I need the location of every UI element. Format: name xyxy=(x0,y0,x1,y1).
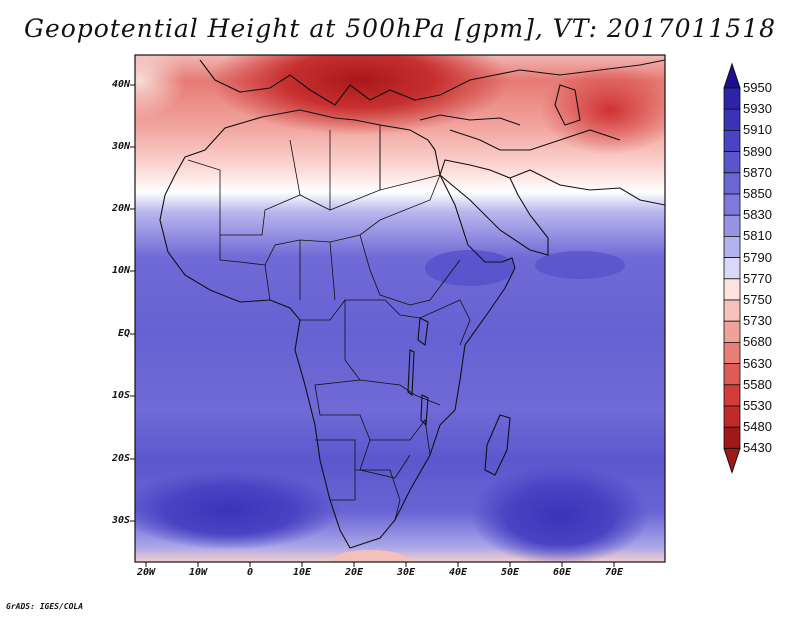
colorbar-box xyxy=(723,172,741,195)
lon-label-70e: 70E xyxy=(604,567,624,578)
lat-label-10n: 10N xyxy=(111,265,130,276)
lat-label-20s: 20S xyxy=(111,453,130,464)
lon-label-60e: 60E xyxy=(552,567,572,578)
colorbar-box xyxy=(723,235,741,258)
lat-label-30s: 30S xyxy=(111,515,130,526)
colorbar-label: 5810 xyxy=(743,228,772,244)
colorbar-label: 5790 xyxy=(743,249,772,265)
grads-credit: GrADS: IGES/COLA xyxy=(6,602,84,611)
lon-label-0: 0 xyxy=(246,567,254,578)
colorbar-label: 5770 xyxy=(743,270,772,286)
colorbar-box xyxy=(723,108,741,131)
lat-label-eq: EQ xyxy=(117,328,130,339)
colorbar-label: 5850 xyxy=(743,186,772,201)
colorbar-box xyxy=(723,129,741,152)
colorbar-label: 5680 xyxy=(743,334,772,350)
colorbar-box xyxy=(723,405,741,428)
colorbar-box xyxy=(723,320,741,343)
lon-label-30e: 30E xyxy=(396,567,416,578)
colorbar-top-arrow xyxy=(723,62,741,89)
lon-label-20e: 20E xyxy=(344,567,364,578)
colorbar-label: 5950 xyxy=(743,80,772,95)
lon-label-50e: 50E xyxy=(500,567,520,578)
lat-label-40n: 40N xyxy=(111,79,130,90)
lon-label-10e: 10E xyxy=(292,567,312,578)
colorbar-label: 5480 xyxy=(743,419,772,435)
colorbar-label: 5530 xyxy=(743,398,772,413)
colorbar-box xyxy=(723,363,741,386)
colorbar-box xyxy=(723,193,741,216)
colorbar-label: 5930 xyxy=(743,101,772,117)
lat-label-20n: 20N xyxy=(111,203,130,214)
colorbar-box xyxy=(723,278,741,301)
lon-label-40e: 40E xyxy=(448,567,468,578)
borders xyxy=(187,125,471,521)
lon-label-10w: 10W xyxy=(188,567,208,578)
colorbar-box xyxy=(723,151,741,174)
colorbar-label: 5890 xyxy=(743,143,772,159)
map-title: Geopotential Height at 500hPa [gpm], VT:… xyxy=(23,14,777,43)
colorbar-box xyxy=(723,214,741,237)
colorbar-label: 5830 xyxy=(743,207,772,223)
colorbar-label: 5910 xyxy=(743,122,772,138)
colorbar-box xyxy=(723,426,741,449)
plot-frame xyxy=(134,54,666,563)
colorbar-box xyxy=(723,341,741,364)
colorbar-box xyxy=(723,257,741,280)
colorbar-label: 5870 xyxy=(743,164,772,180)
colorbar-bottom-arrow xyxy=(723,447,741,474)
colorbar-box xyxy=(723,299,741,322)
colorbar-label: 5750 xyxy=(743,292,772,307)
colorbar-box xyxy=(723,384,741,407)
axis-ticks xyxy=(130,84,615,567)
lon-label-20w: 20W xyxy=(136,567,156,578)
lat-label-10s: 10S xyxy=(111,390,130,401)
lat-label-30n: 30N xyxy=(111,141,130,152)
field-shading xyxy=(135,55,665,562)
coastlines xyxy=(159,59,665,549)
colorbar-label: 5430 xyxy=(743,440,772,456)
colorbar-label: 5580 xyxy=(743,376,772,392)
colorbar-box xyxy=(723,87,741,110)
colorbar-label: 5630 xyxy=(743,355,772,371)
colorbar-label: 5730 xyxy=(743,313,772,329)
